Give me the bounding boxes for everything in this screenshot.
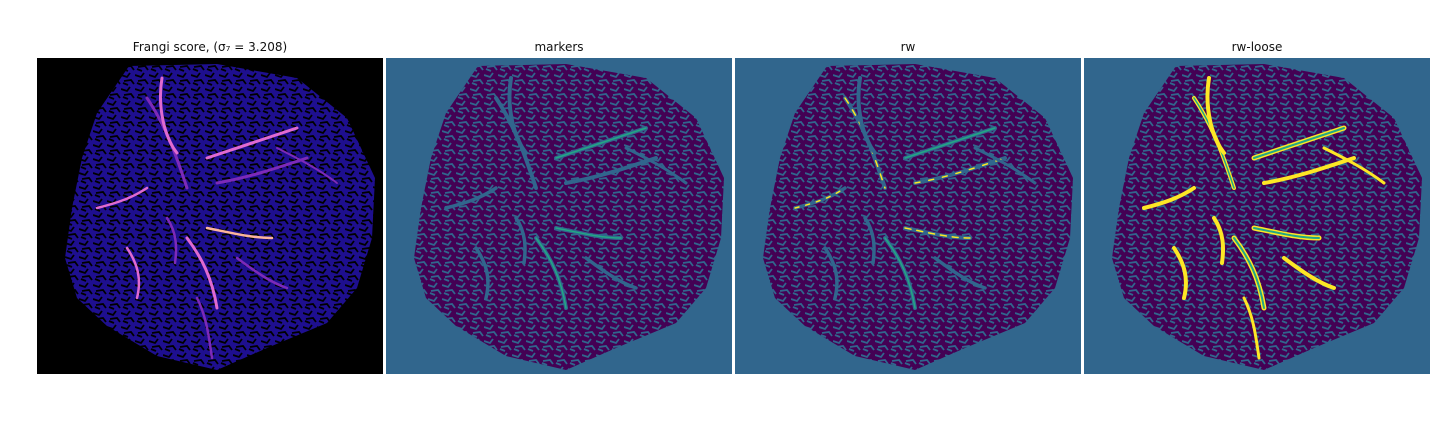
panel-title-rw-loose: rw-loose (1231, 40, 1283, 54)
frangi-score-image (37, 58, 383, 374)
panel-title-frangi: Frangi score, (σ₇ = 3.208) (132, 40, 288, 54)
rw-image (735, 58, 1081, 374)
markers-image (386, 58, 732, 374)
rw-loose-image (1084, 58, 1430, 374)
panel-title-rw: rw (900, 40, 916, 54)
panel-title-markers: markers (534, 40, 584, 54)
